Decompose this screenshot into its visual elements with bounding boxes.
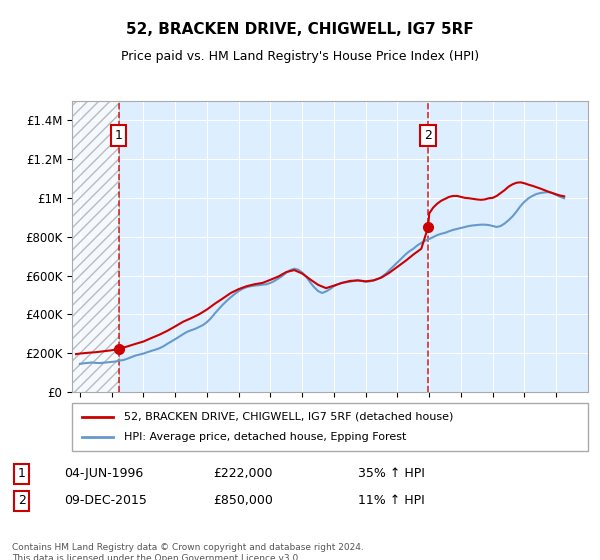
Text: 11% ↑ HPI: 11% ↑ HPI <box>358 494 424 507</box>
FancyBboxPatch shape <box>72 403 588 451</box>
Text: 04-JUN-1996: 04-JUN-1996 <box>64 468 143 480</box>
Text: 09-DEC-2015: 09-DEC-2015 <box>64 494 147 507</box>
Bar <box>72 101 119 392</box>
Text: 35% ↑ HPI: 35% ↑ HPI <box>358 468 424 480</box>
Text: 52, BRACKEN DRIVE, CHIGWELL, IG7 5RF (detached house): 52, BRACKEN DRIVE, CHIGWELL, IG7 5RF (de… <box>124 412 453 422</box>
Text: 1: 1 <box>115 129 122 142</box>
Text: 2: 2 <box>18 494 26 507</box>
Text: HPI: Average price, detached house, Epping Forest: HPI: Average price, detached house, Eppi… <box>124 432 406 442</box>
Text: Price paid vs. HM Land Registry's House Price Index (HPI): Price paid vs. HM Land Registry's House … <box>121 50 479 63</box>
Text: Contains HM Land Registry data © Crown copyright and database right 2024.
This d: Contains HM Land Registry data © Crown c… <box>12 543 364 560</box>
Text: £850,000: £850,000 <box>214 494 274 507</box>
Text: £222,000: £222,000 <box>214 468 273 480</box>
Bar <box>72 101 119 392</box>
Text: 1: 1 <box>18 468 26 480</box>
Text: 2: 2 <box>424 129 432 142</box>
Text: 52, BRACKEN DRIVE, CHIGWELL, IG7 5RF: 52, BRACKEN DRIVE, CHIGWELL, IG7 5RF <box>126 22 474 38</box>
